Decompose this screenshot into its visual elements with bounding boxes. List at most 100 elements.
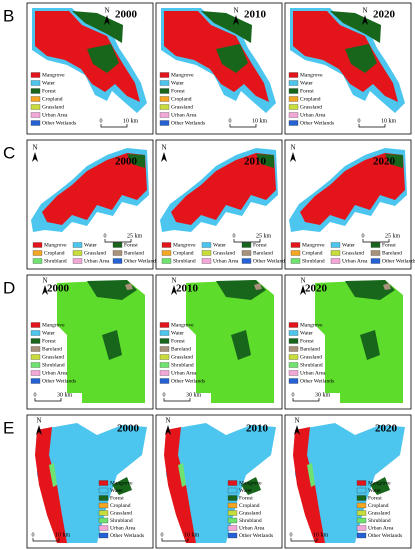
legend-label: Cropland bbox=[302, 250, 323, 256]
legend-label: Bareland bbox=[171, 346, 191, 352]
legend-swatch bbox=[370, 258, 381, 264]
legend-swatch bbox=[30, 330, 41, 336]
scale-bar bbox=[163, 398, 191, 402]
north-label: N bbox=[300, 277, 305, 285]
land-cover bbox=[72, 11, 123, 43]
legend-label: Grassland bbox=[342, 250, 364, 256]
scale-bar bbox=[32, 538, 60, 542]
legend-swatch bbox=[30, 112, 41, 118]
legend-swatch bbox=[159, 120, 170, 126]
map-panel: N 2020 0 25 km Mangrove Water Forest Cropland Gr… bbox=[284, 139, 415, 270]
scale-zero: 0 bbox=[362, 233, 365, 239]
legend-swatch bbox=[288, 330, 299, 336]
legend-swatch bbox=[159, 80, 170, 86]
legend-label: Urban Area bbox=[213, 258, 239, 264]
legend-label: Mangrove bbox=[173, 242, 196, 248]
legend-swatch bbox=[330, 250, 341, 256]
legend-label: Urban Area bbox=[110, 525, 136, 531]
land-cover bbox=[166, 423, 276, 543]
year-label: 2020 bbox=[373, 156, 396, 168]
legend-swatch bbox=[98, 532, 109, 539]
north-arrow bbox=[300, 285, 306, 295]
legend-swatch bbox=[288, 346, 299, 352]
legend-swatch bbox=[227, 495, 238, 501]
legend-swatch bbox=[98, 495, 109, 501]
legend-label: Water bbox=[110, 488, 123, 494]
legend-label: Bareland bbox=[253, 250, 273, 256]
legend-label: Urban Area bbox=[300, 112, 326, 118]
legend-label: Cropland bbox=[44, 250, 65, 256]
legend-label: Other Wetlands bbox=[382, 258, 415, 264]
map-panel: N 2000 0 25 km Mangrove Water Forest Cropland Gr… bbox=[26, 139, 158, 270]
legend-swatch bbox=[30, 370, 41, 376]
legend-label: Water bbox=[171, 330, 184, 336]
legend-label: Forest bbox=[368, 495, 382, 501]
scale-bar bbox=[229, 124, 257, 128]
year-label: 2010 bbox=[176, 283, 199, 295]
legend-label: Shrubland bbox=[171, 362, 194, 368]
legend-swatch bbox=[241, 258, 252, 264]
legend-swatch bbox=[356, 517, 367, 524]
land-cover bbox=[186, 280, 274, 403]
land-cover bbox=[300, 153, 405, 225]
land-cover bbox=[295, 423, 405, 543]
year-label: 2010 bbox=[244, 9, 267, 21]
land-cover bbox=[171, 153, 276, 225]
legend-label: Bareland bbox=[42, 346, 62, 352]
legend-swatch bbox=[32, 242, 43, 248]
legend-label: Urban Area bbox=[342, 258, 368, 264]
map-panel: N 2020 0 10 km Mangrove Water Forest Cropland Gr… bbox=[284, 2, 412, 135]
legend-swatch bbox=[30, 338, 41, 344]
north-arrow bbox=[165, 425, 171, 435]
legend-swatch bbox=[159, 72, 170, 78]
legend-label: Forest bbox=[239, 495, 253, 501]
land-cover bbox=[345, 280, 395, 300]
legend-swatch bbox=[356, 502, 367, 509]
legend-swatch bbox=[159, 330, 170, 336]
legend-label: Other Wetlands bbox=[239, 533, 273, 539]
north-label: N bbox=[36, 417, 41, 425]
legend-swatch bbox=[227, 510, 238, 516]
legend-swatch bbox=[159, 362, 170, 368]
legend-label: Water bbox=[42, 80, 55, 86]
legend-swatch bbox=[227, 532, 238, 539]
legend-swatch bbox=[356, 510, 367, 516]
legend-swatch bbox=[227, 502, 238, 509]
year-label: 2010 bbox=[246, 423, 269, 435]
north-arrow bbox=[161, 152, 167, 162]
legend-label: Other Wetlands bbox=[253, 258, 287, 264]
legend-label: Mangrove bbox=[42, 322, 65, 328]
land-cover bbox=[370, 477, 390, 495]
legend-label: Other Wetlands bbox=[300, 378, 334, 384]
legend-swatch bbox=[98, 487, 109, 494]
year-label: 2020 bbox=[373, 9, 396, 21]
legend-label: Water bbox=[300, 80, 313, 86]
scale-zero: 0 bbox=[233, 233, 236, 239]
north-label: N bbox=[161, 144, 166, 152]
legend-swatch bbox=[288, 104, 299, 110]
land-cover bbox=[216, 280, 266, 300]
land-cover bbox=[87, 44, 119, 73]
land-cover bbox=[178, 463, 186, 487]
land-cover bbox=[164, 427, 196, 543]
legend-label: Mangrove bbox=[239, 480, 262, 486]
scale-length: 30 km bbox=[315, 392, 331, 398]
legend-label: Forest bbox=[171, 338, 185, 344]
legend-label: Other Wetlands bbox=[42, 120, 76, 126]
panel-label: D bbox=[3, 278, 15, 297]
north-label: N bbox=[42, 277, 47, 285]
scale-bar bbox=[34, 398, 62, 402]
legend-swatch bbox=[288, 80, 299, 86]
legend-swatch bbox=[112, 250, 123, 256]
legend-label: Mangrove bbox=[302, 242, 325, 248]
legend-label: Cropland bbox=[368, 503, 389, 509]
legend-label: Cropland bbox=[173, 250, 194, 256]
legend-label: Water bbox=[239, 488, 252, 494]
legend-swatch bbox=[356, 487, 367, 494]
legend-swatch bbox=[30, 80, 41, 86]
land-cover bbox=[49, 463, 57, 487]
north-label: N bbox=[294, 417, 299, 425]
scale-bar bbox=[292, 398, 320, 402]
